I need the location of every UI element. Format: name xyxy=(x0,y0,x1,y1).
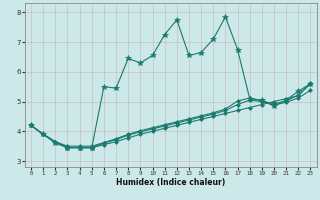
X-axis label: Humidex (Indice chaleur): Humidex (Indice chaleur) xyxy=(116,178,225,187)
